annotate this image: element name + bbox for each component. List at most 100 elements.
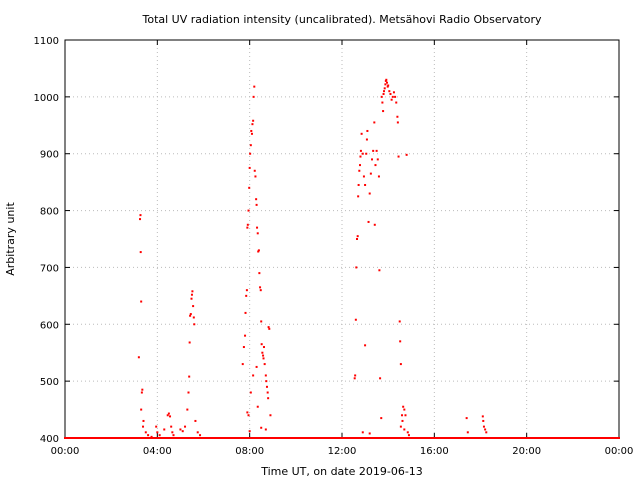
data-point bbox=[366, 129, 369, 132]
y-tick-label: 700 bbox=[40, 263, 59, 274]
data-point bbox=[383, 90, 386, 93]
data-point bbox=[375, 149, 378, 152]
data-point bbox=[245, 289, 248, 292]
data-point bbox=[142, 419, 145, 422]
data-point bbox=[252, 374, 255, 377]
data-point bbox=[244, 334, 247, 337]
data-point bbox=[354, 318, 357, 321]
data-point bbox=[242, 346, 245, 349]
data-point bbox=[155, 425, 158, 428]
data-point bbox=[253, 85, 256, 88]
data-point bbox=[256, 405, 259, 408]
data-point bbox=[372, 149, 375, 152]
data-point bbox=[257, 249, 260, 252]
data-point bbox=[373, 223, 376, 226]
data-point bbox=[140, 408, 143, 411]
data-point bbox=[356, 235, 359, 238]
data-point bbox=[261, 351, 264, 354]
data-point bbox=[386, 85, 389, 88]
data-point bbox=[399, 363, 402, 366]
data-point bbox=[369, 172, 372, 175]
data-point bbox=[368, 432, 371, 435]
plot-frame bbox=[64, 39, 620, 439]
data-point bbox=[144, 431, 147, 434]
data-point bbox=[392, 91, 395, 94]
data-point bbox=[359, 149, 362, 152]
data-point bbox=[199, 434, 202, 437]
data-point bbox=[246, 223, 249, 226]
data-point bbox=[397, 155, 400, 158]
data-point bbox=[250, 129, 253, 132]
data-point bbox=[191, 290, 194, 293]
data-point bbox=[380, 95, 383, 98]
data-point bbox=[384, 79, 387, 82]
data-point bbox=[405, 153, 408, 156]
x-tick-label: 12:00 bbox=[328, 446, 357, 457]
data-point bbox=[365, 152, 368, 155]
data-point bbox=[266, 391, 269, 394]
data-point bbox=[169, 415, 172, 418]
data-point bbox=[192, 316, 195, 319]
data-point bbox=[403, 408, 406, 411]
y-tick-label: 500 bbox=[40, 377, 59, 388]
data-point bbox=[403, 428, 406, 431]
data-point bbox=[196, 431, 199, 434]
data-point bbox=[262, 346, 265, 349]
data-point bbox=[260, 320, 263, 323]
data-point bbox=[248, 430, 251, 433]
data-point bbox=[364, 183, 367, 186]
data-point bbox=[184, 425, 187, 428]
data-point bbox=[398, 320, 401, 323]
data-point bbox=[401, 414, 404, 417]
x-tick-label: 08:00 bbox=[235, 446, 264, 457]
data-point bbox=[389, 93, 392, 96]
data-point bbox=[192, 305, 195, 308]
data-point bbox=[399, 425, 402, 428]
data-point bbox=[140, 391, 143, 394]
data-point bbox=[466, 431, 469, 434]
data-point bbox=[404, 414, 407, 417]
y-tick-label: 1100 bbox=[34, 36, 59, 47]
x-tick-label: 00:00 bbox=[51, 446, 80, 457]
data-point bbox=[190, 293, 193, 296]
data-point bbox=[265, 385, 268, 388]
data-point bbox=[260, 426, 263, 429]
data-point bbox=[172, 434, 175, 437]
data-point bbox=[187, 391, 190, 394]
data-point bbox=[260, 343, 263, 346]
data-point bbox=[248, 186, 251, 189]
data-point bbox=[482, 419, 485, 422]
data-point bbox=[387, 84, 390, 87]
data-point bbox=[262, 354, 265, 357]
data-point bbox=[264, 374, 267, 377]
data-point bbox=[361, 152, 364, 155]
data-point bbox=[618, 437, 620, 439]
data-point bbox=[189, 314, 192, 317]
data-point bbox=[484, 428, 487, 431]
data-point bbox=[396, 121, 399, 124]
data-point bbox=[384, 83, 387, 86]
x-axis-label: Time UT, on date 2019-06-13 bbox=[260, 465, 423, 478]
data-point bbox=[171, 431, 174, 434]
data-point bbox=[249, 391, 252, 394]
data-point bbox=[139, 251, 142, 254]
data-point bbox=[388, 90, 391, 93]
data-point bbox=[367, 220, 370, 223]
data-point bbox=[265, 380, 268, 383]
data-point bbox=[248, 166, 251, 169]
data-point bbox=[259, 289, 262, 292]
data-point bbox=[252, 95, 255, 98]
data-point bbox=[255, 198, 258, 201]
y-axis: 400 500 600 700 800 900 1000 1100 bbox=[34, 36, 619, 445]
data-point bbox=[482, 425, 485, 428]
y-tick-label: 1000 bbox=[34, 93, 59, 104]
data-point bbox=[353, 377, 356, 380]
data-point bbox=[383, 87, 386, 90]
data-point bbox=[371, 158, 374, 161]
data-point bbox=[357, 195, 360, 198]
data-point bbox=[140, 300, 143, 303]
data-point bbox=[395, 101, 398, 104]
x-tick-label: 16:00 bbox=[420, 446, 449, 457]
data-point bbox=[241, 363, 244, 366]
x-tick-label: 04:00 bbox=[143, 446, 172, 457]
